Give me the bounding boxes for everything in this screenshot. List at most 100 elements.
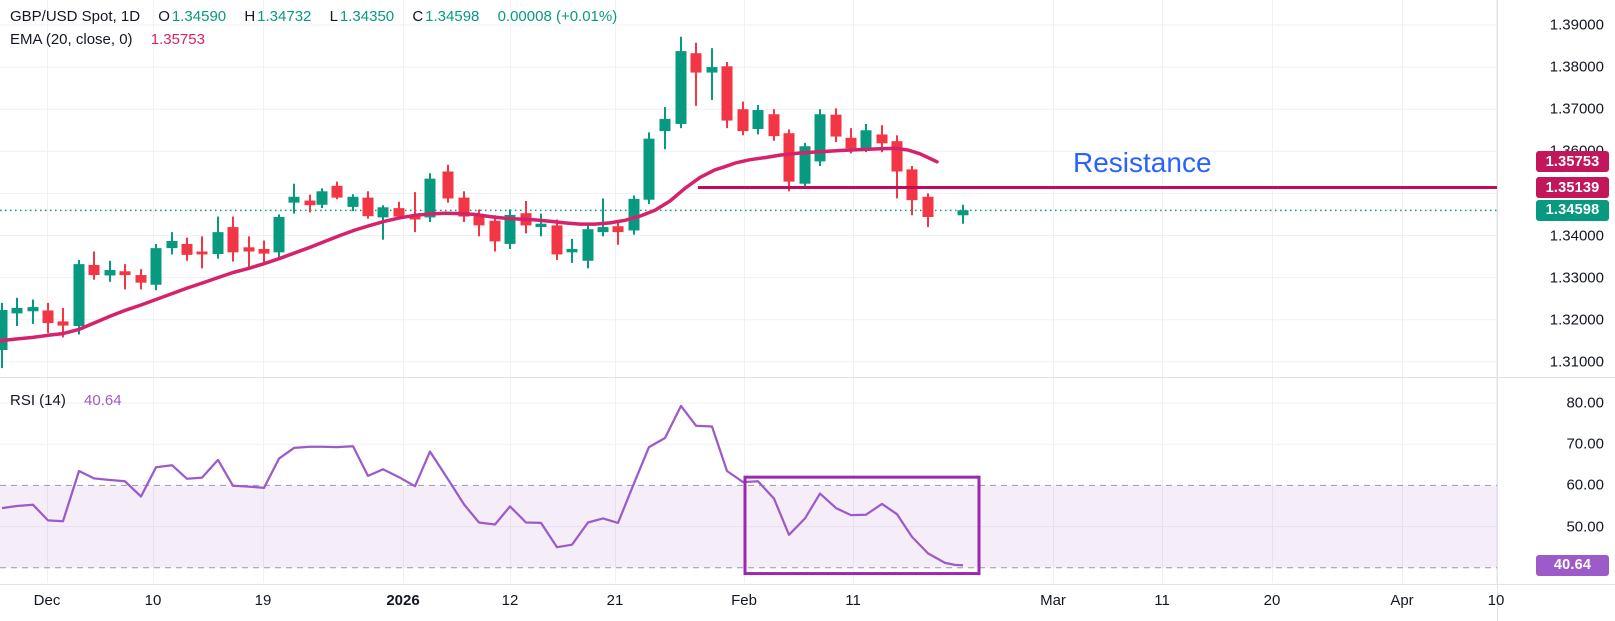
ohlc-high-label: H <box>244 8 256 25</box>
time-axis-label: Feb <box>731 592 757 609</box>
ema-line <box>0 146 939 343</box>
candle-body <box>331 185 343 198</box>
candle-body <box>304 200 316 206</box>
candle-body <box>135 275 147 283</box>
candle-body <box>212 232 224 255</box>
candle-body <box>42 310 54 324</box>
candle-body <box>906 169 918 201</box>
candle-body <box>150 248 162 285</box>
candle-body <box>258 248 270 254</box>
ohlc-close-label: C <box>412 8 424 25</box>
time-axis-label: Apr <box>1390 592 1414 609</box>
rsi-axis-label: 50.00 <box>1566 518 1604 536</box>
rsi-axis-label: 70.00 <box>1566 435 1604 453</box>
candle-body <box>876 134 888 144</box>
candle-body <box>104 270 116 276</box>
candle-body <box>11 307 23 314</box>
price-axis-label: 1.31000 <box>1549 353 1604 371</box>
symbol-legend[interactable]: GBP/USD Spot, 1D O 1.34590 H 1.34732 L 1.34… <box>10 8 619 25</box>
candle-body <box>643 138 655 200</box>
candle-body <box>737 109 749 132</box>
candle-body <box>551 225 563 255</box>
time-axis-label: Mar <box>1040 592 1066 609</box>
candle-body <box>891 141 903 172</box>
candle-body <box>612 226 624 233</box>
candle-body <box>690 53 702 73</box>
ema-name: EMA (20, close, 0) <box>10 31 133 48</box>
candle-body <box>0 310 8 351</box>
candle-body <box>814 114 826 162</box>
candle-body <box>473 215 485 226</box>
ohlc-open-value: 1.34590 <box>171 8 227 25</box>
ema-value: 1.35753 <box>150 31 205 48</box>
last-price-badge: 1.34598 <box>1536 199 1609 221</box>
candle-body <box>504 214 516 244</box>
candle-body <box>393 208 405 217</box>
candle-body <box>362 197 374 217</box>
rsi-value: 40.64 <box>84 392 122 409</box>
candle-body <box>166 240 178 249</box>
ohlc-low-value: 1.34350 <box>339 8 395 25</box>
price-axis-label: 1.37000 <box>1549 100 1604 118</box>
resistance-annotation-label[interactable]: Resistance <box>1073 147 1212 178</box>
candle-body <box>659 118 671 132</box>
candle-body <box>783 133 795 182</box>
candle-body <box>119 271 131 276</box>
rsi-axis-label: 60.00 <box>1566 476 1604 494</box>
candle-body <box>243 247 255 252</box>
rsi-highlight-box[interactable] <box>743 475 981 576</box>
candle-body <box>273 216 285 253</box>
candle-body <box>196 251 208 255</box>
time-axis-label: 10 <box>144 592 162 609</box>
time-axis-label: 11 <box>1154 592 1170 609</box>
rsi-band <box>0 485 1497 568</box>
candle-body <box>489 220 501 242</box>
candle-body <box>845 137 857 149</box>
ema-price-badge: 1.35753 <box>1536 151 1609 173</box>
rsi-axis-label: 80.00 <box>1566 394 1604 412</box>
candle-body <box>458 197 470 217</box>
time-axis-label: 20 <box>1263 592 1281 609</box>
rsi-line <box>1 404 964 567</box>
candle-body <box>181 243 193 255</box>
ohlc-close-value: 1.34598 <box>425 8 480 25</box>
candle-body <box>922 196 934 217</box>
candle-body <box>27 307 39 312</box>
candle-body <box>424 178 436 218</box>
candle-body <box>227 227 239 253</box>
candle-body <box>347 196 359 207</box>
time-axis-label: 2026 <box>386 592 420 609</box>
ohlc-low-label: L <box>329 8 338 25</box>
price-axis-label: 1.38000 <box>1549 58 1604 76</box>
ema-legend[interactable]: EMA (20, close, 0) 1.35753 <box>10 31 207 48</box>
candle-body <box>628 198 640 231</box>
candle-body <box>535 223 547 228</box>
candle-body <box>768 114 780 137</box>
candle-body <box>582 229 594 261</box>
candle-body <box>830 114 842 137</box>
time-axis-label: 10 <box>1487 592 1505 609</box>
rsi-legend[interactable]: RSI (14) 40.64 <box>10 392 124 409</box>
candle-body <box>442 171 454 199</box>
time-axis-label: 19 <box>254 592 272 609</box>
candle-body <box>752 110 764 129</box>
candle-body <box>288 196 300 203</box>
candle-body <box>957 210 969 216</box>
rsi-name: RSI (14) <box>10 392 66 409</box>
candle-body <box>860 130 872 149</box>
candle-body <box>73 264 85 327</box>
rsi-value-badge: 40.64 <box>1536 554 1609 576</box>
candle-body <box>316 191 328 205</box>
candle-body <box>675 51 687 124</box>
candle-body <box>377 207 389 218</box>
ohlc-change-value: 0.00008 (+0.01%) <box>497 8 618 25</box>
price-axis-label: 1.32000 <box>1549 311 1604 329</box>
time-axis-label: 11 <box>845 592 861 609</box>
candle-body <box>57 321 69 326</box>
time-axis-label: 21 <box>606 592 624 609</box>
candle-body <box>706 67 718 73</box>
price-axis-label: 1.34000 <box>1549 227 1604 244</box>
symbol-title: GBP/USD Spot, 1D <box>10 8 141 25</box>
